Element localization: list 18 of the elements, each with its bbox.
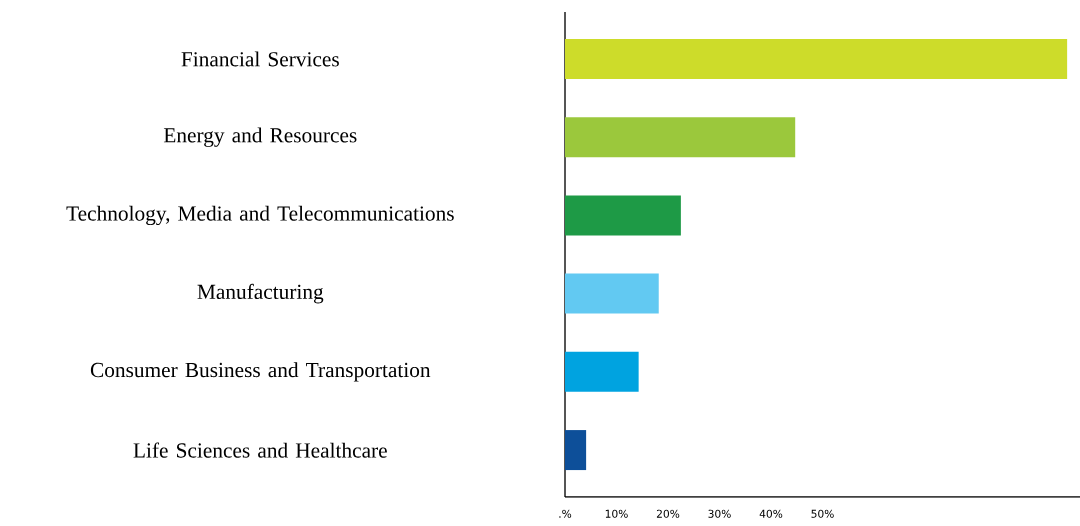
y-tick-label: Manufacturing xyxy=(197,283,324,304)
bar xyxy=(565,195,681,236)
y-tick-label: Energy and Resources xyxy=(163,127,357,147)
x-tick-label: 10% xyxy=(605,509,628,518)
y-tick-label: Consumer Business and Transportation xyxy=(90,362,431,382)
bar xyxy=(565,273,659,314)
y-tick-label: Technology, Media and Telecommunications xyxy=(66,205,454,226)
y-tick-label: Financial Services xyxy=(181,51,339,67)
x-tick-label: 40% xyxy=(759,509,783,518)
bar xyxy=(565,117,796,158)
x-tick-label: 20% xyxy=(656,509,680,518)
bar xyxy=(565,351,639,392)
x-tick-label: 50% xyxy=(811,509,834,518)
bar xyxy=(565,38,1068,79)
x-tick-label: 30% xyxy=(708,509,731,518)
y-tick-label: Life Sciences and Healthcare xyxy=(133,442,387,458)
bar xyxy=(565,430,587,471)
x-tick-label: .% xyxy=(559,509,572,518)
